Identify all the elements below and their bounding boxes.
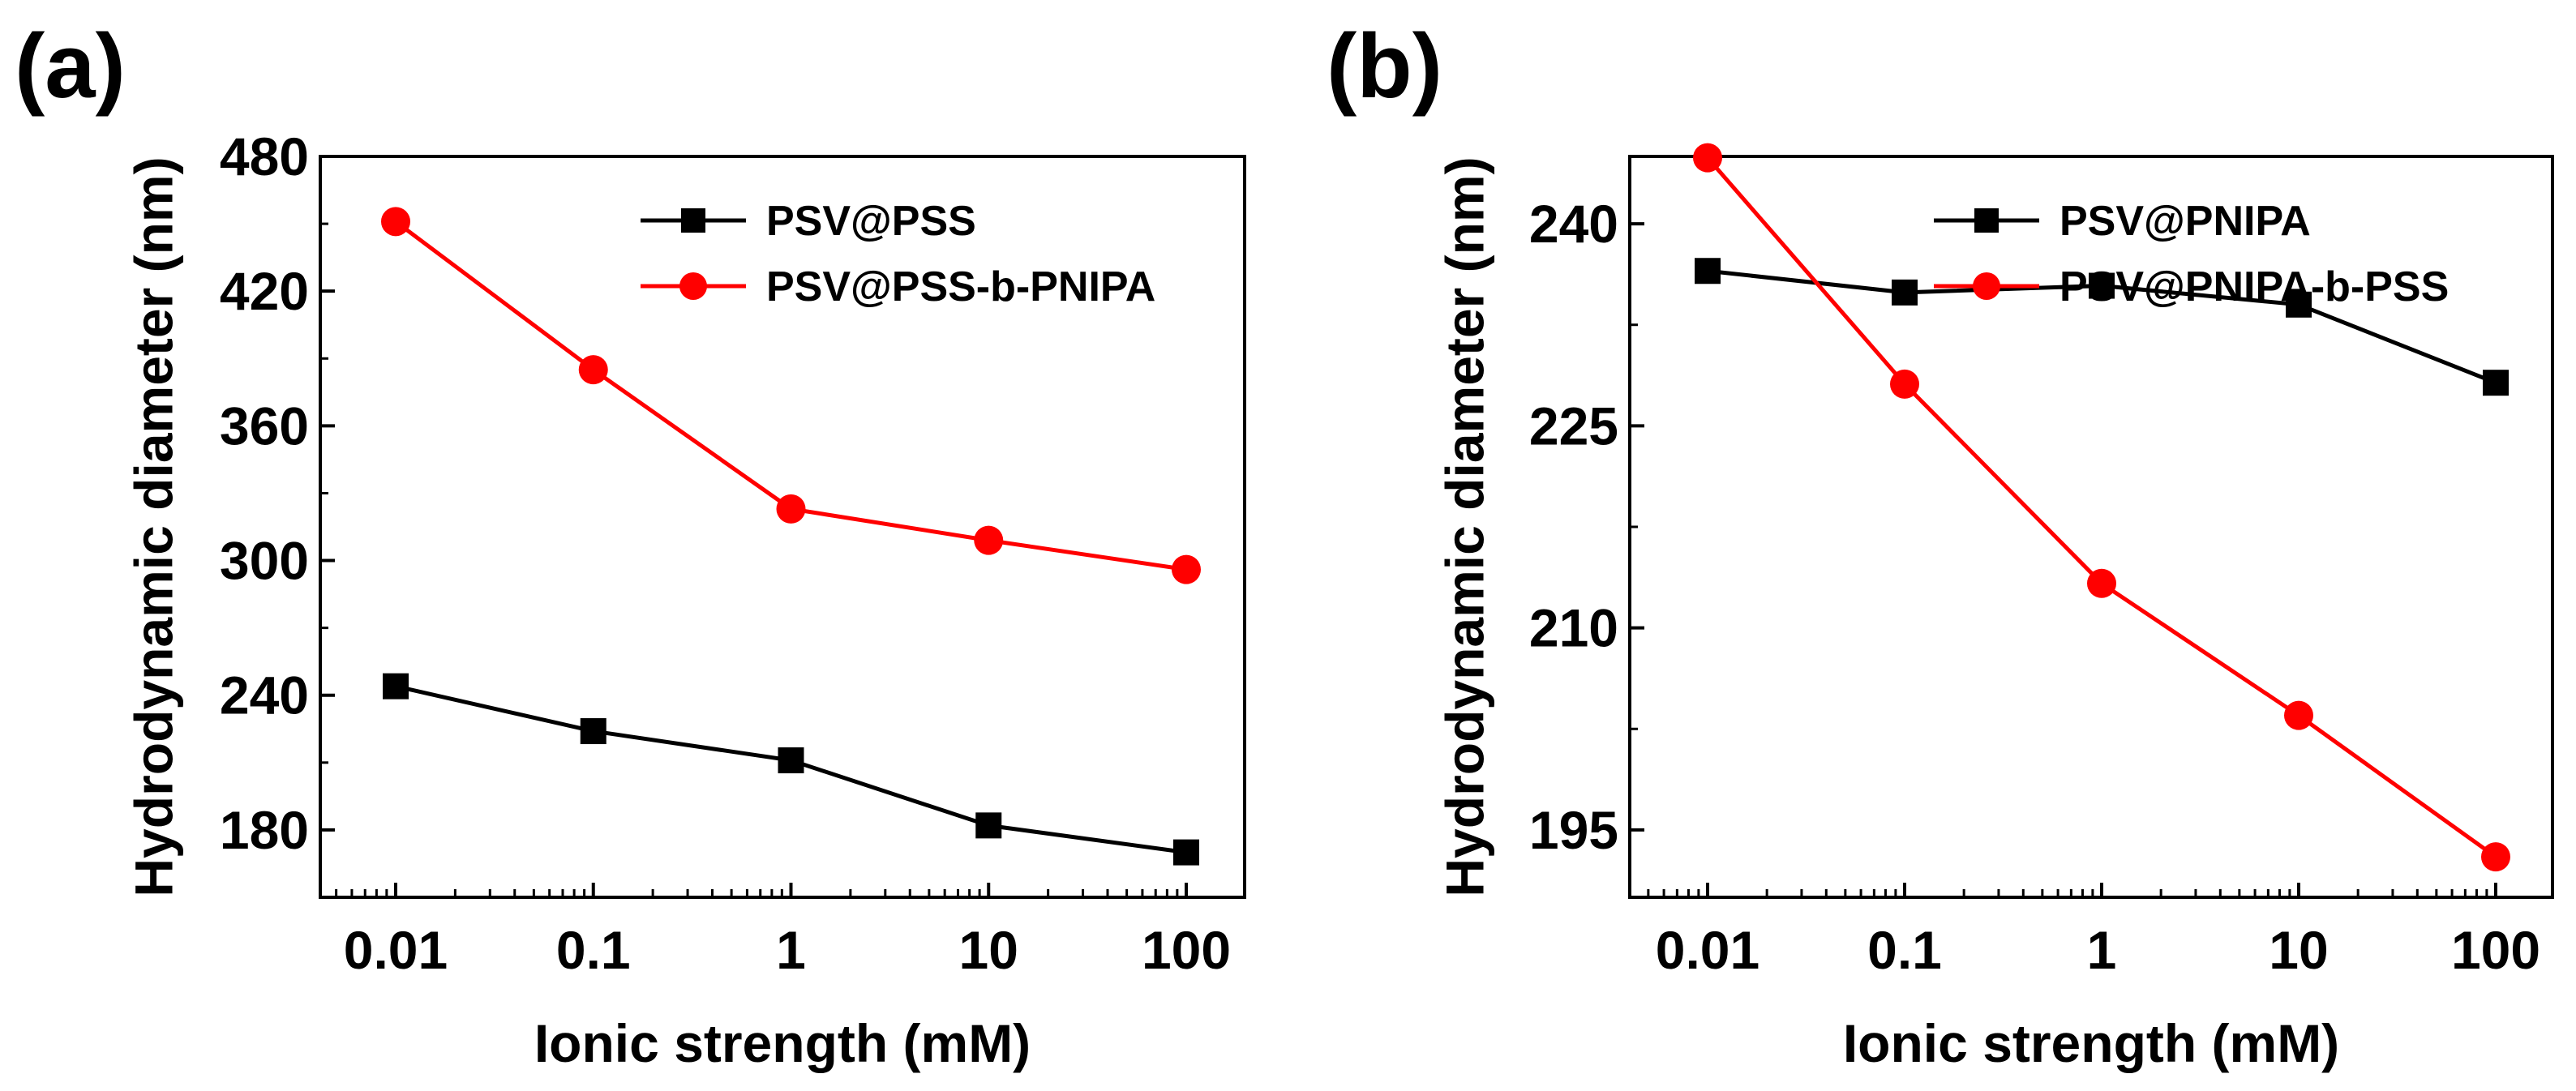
- data-point: [1890, 369, 1919, 399]
- data-point: [2481, 842, 2510, 872]
- data-point: [776, 494, 806, 524]
- panel-label: (a): [15, 15, 126, 117]
- x-tick-label: 0.1: [556, 920, 631, 980]
- x-tick-label: 100: [2451, 920, 2540, 980]
- y-tick-label: 420: [220, 261, 309, 321]
- x-tick-label: 0.01: [1656, 920, 1759, 980]
- y-tick-label: 480: [220, 126, 309, 186]
- data-point: [2286, 291, 2312, 318]
- legend-marker: [1973, 272, 2000, 300]
- y-tick-label: 180: [220, 800, 309, 860]
- panel-label: (b): [1327, 15, 1442, 117]
- legend-marker: [679, 272, 707, 300]
- data-point: [2483, 370, 2509, 396]
- y-axis-label: Hydrodynamic diameter (nm): [123, 156, 183, 896]
- data-point: [578, 355, 608, 385]
- y-axis-label: Hydrodynamic diameter (nm): [1434, 156, 1494, 896]
- y-tick-label: 195: [1529, 800, 1618, 860]
- y-tick-label: 240: [220, 665, 309, 725]
- legend-label: PSV@PNIPA: [2060, 198, 2311, 245]
- x-tick-label: 100: [1142, 920, 1231, 980]
- legend-label: PSV@PSS-b-PNIPA: [766, 263, 1155, 310]
- x-tick-label: 1: [2087, 920, 2117, 980]
- data-point: [383, 673, 409, 700]
- legend-entry: PSV@PNIPA: [1934, 198, 2311, 245]
- chart-panel-b: (b) 195 210 225 240 0.01 0.1 1 10 100 Ionic streng…: [1327, 15, 2554, 1073]
- legend-label: PSV@PNIPA-b-PSS: [2060, 263, 2449, 310]
- data-point: [1172, 554, 1201, 584]
- data-point: [2087, 568, 2116, 598]
- legend-entry: PSV@PSS-b-PNIPA: [641, 263, 1155, 310]
- data-point: [2284, 700, 2313, 730]
- x-axis-label: Ionic strength (mM): [534, 1013, 1031, 1073]
- y-tick-label: 225: [1529, 396, 1618, 456]
- data-point: [381, 207, 410, 237]
- legend-entry: PSV@PSS: [641, 198, 976, 245]
- y-tick-label: 300: [220, 531, 309, 591]
- legend-label: PSV@PSS: [766, 198, 976, 245]
- x-tick-label: 0.01: [344, 920, 448, 980]
- data-point: [1892, 279, 1918, 306]
- data-point: [580, 718, 606, 745]
- x-tick-label: 10: [959, 920, 1018, 980]
- x-tick-label: 1: [776, 920, 806, 980]
- data-point: [2089, 272, 2115, 299]
- data-point: [1695, 258, 1721, 285]
- data-point: [974, 525, 1004, 555]
- x-tick-label: 10: [2269, 920, 2328, 980]
- legend-marker: [1974, 208, 1999, 233]
- y-tick-label: 360: [220, 396, 309, 456]
- data-point: [975, 812, 1002, 839]
- legend-entry: PSV@PNIPA-b-PSS: [1934, 263, 2449, 310]
- y-tick-label: 240: [1529, 194, 1618, 254]
- legend-marker: [681, 208, 705, 233]
- data-point: [1173, 839, 1199, 866]
- data-point: [778, 747, 804, 774]
- x-axis-label: Ionic strength (mM): [1843, 1013, 2339, 1073]
- data-point: [1693, 143, 1722, 173]
- chart-panel-a: (a) 180 240 300 360 420 480 0.01 0.1 1 10 100 Ionic …: [15, 15, 1246, 1073]
- x-tick-label: 0.1: [1867, 920, 1942, 980]
- y-tick-label: 210: [1529, 598, 1618, 658]
